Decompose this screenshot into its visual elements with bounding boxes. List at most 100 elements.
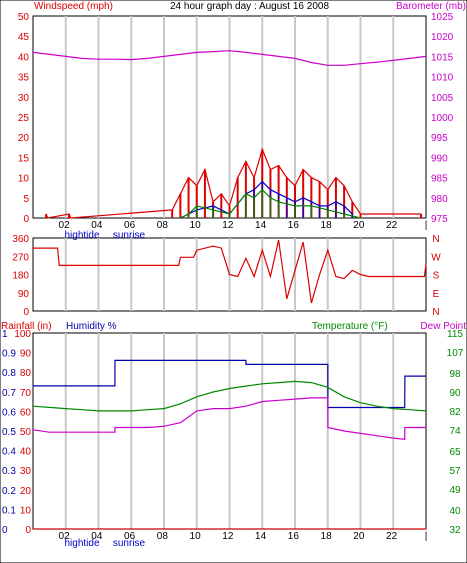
- direction-degree-label: 90: [18, 289, 30, 300]
- windspeed-axis-title: Windspeed (mph): [34, 1, 113, 12]
- baro-tick-label: 1015: [431, 52, 454, 63]
- humidity-tick-label: 30: [20, 466, 32, 477]
- humidity-tick-label: 100: [14, 329, 31, 340]
- time-tick-label: 16: [288, 220, 300, 231]
- direction-degree-label: 270: [12, 252, 29, 263]
- wind-average-line: [180, 188, 361, 219]
- wind-tick-label: 45: [18, 32, 30, 43]
- rain-tick-label: 0.1: [2, 505, 16, 516]
- baro-tick-label: 985: [431, 174, 448, 185]
- tick-labels: 02 04 06 08 10 12 14 16 18 20 22 |02 04 06 08 10 12 14 16 1…: [2, 12, 464, 542]
- humidity-tick-label: 50: [20, 427, 32, 438]
- temperature-tick-label: 98: [449, 369, 461, 380]
- baro-tick-label: 975: [431, 214, 448, 225]
- time-tick-label: 18: [321, 531, 333, 542]
- time-tick-label: 10: [190, 531, 202, 542]
- dewpoint-axis-title: Dew Point: [420, 321, 466, 332]
- hightide-marker: hightide: [64, 230, 99, 241]
- time-tick-end: |: [425, 220, 428, 231]
- direction-degree-label: 0: [23, 307, 29, 318]
- direction-letter-label: S: [433, 271, 440, 282]
- wind-tick-label: 20: [18, 133, 30, 144]
- wind-tick-label: 35: [18, 73, 30, 84]
- time-tick-label: 22: [386, 531, 398, 542]
- time-tick-label: 14: [255, 531, 267, 542]
- series-lines: [32, 50, 427, 530]
- direction-letter-label: N: [432, 307, 439, 318]
- direction-degree-label: 180: [12, 271, 29, 282]
- temperature-tick-label: 32: [449, 525, 461, 536]
- rain-tick-label: 0.2: [2, 486, 16, 497]
- sunrise-marker: sunrise: [113, 230, 146, 241]
- barometer-axis-title: Barometer (mb): [396, 1, 466, 12]
- rain-tick-label: 1: [2, 329, 8, 340]
- time-tick-label: 16: [288, 531, 300, 542]
- temperature-tick-label: 57: [449, 466, 461, 477]
- rain-tick-label: 0.5: [2, 427, 16, 438]
- temperature-tick-label: 90: [449, 388, 461, 399]
- time-tick-label: 20: [353, 220, 365, 231]
- humidity-tick-label: 40: [20, 447, 32, 458]
- gust-line: [180, 180, 353, 219]
- time-tick-label: 14: [255, 220, 267, 231]
- wind-tick-label: 25: [18, 113, 30, 124]
- direction-letter-label: N: [432, 234, 439, 245]
- baro-tick-label: 995: [431, 133, 448, 144]
- rain-tick-label: 0.8: [2, 368, 16, 379]
- rain-tick-label: 0.9: [2, 349, 16, 360]
- time-tick-end: |: [425, 531, 428, 542]
- temperature-tick-label: 49: [449, 485, 461, 496]
- baro-tick-label: 1005: [431, 93, 454, 104]
- baro-tick-label: 1020: [431, 32, 454, 43]
- grid-lines: [64, 16, 395, 529]
- temperature-tick-label: 74: [449, 426, 461, 437]
- time-tick-label: 02: [59, 220, 71, 231]
- baro-tick-label: 1025: [431, 12, 454, 23]
- temperature-tick-label: 107: [447, 348, 464, 359]
- direction-degree-label: 360: [12, 234, 29, 245]
- sunrise-marker-bottom: sunrise: [113, 538, 146, 549]
- rain-tick-label: 0.4: [2, 447, 16, 458]
- humidity-tick-label: 80: [20, 368, 32, 379]
- wind-tick-label: 0: [23, 214, 29, 225]
- windspeed-line: [45, 147, 422, 219]
- humidity-tick-label: 60: [20, 407, 32, 418]
- humidity-tick-label: 10: [20, 505, 32, 516]
- barometer-line: [32, 50, 427, 66]
- wind-direction-line: [33, 239, 427, 304]
- time-tick-label: 18: [321, 220, 333, 231]
- wind-tick-label: 50: [18, 12, 30, 23]
- rain-tick-label: 0.3: [2, 466, 16, 477]
- time-tick-label: 22: [386, 220, 398, 231]
- direction-letter-label: W: [431, 252, 441, 263]
- time-tick-label: 10: [190, 220, 202, 231]
- temperature-tick-label: 65: [449, 447, 461, 458]
- wind-tick-label: 40: [18, 52, 30, 63]
- time-tick-label: 20: [353, 531, 365, 542]
- baro-tick-label: 980: [431, 194, 448, 205]
- dew-point-line: [32, 397, 426, 440]
- wind-tick-label: 30: [18, 93, 30, 104]
- chart-title: 24 hour graph day : August 16 2008: [170, 1, 329, 12]
- wind-tick-label: 15: [18, 153, 30, 164]
- baro-tick-label: 1000: [431, 113, 454, 124]
- rain-tick-label: 0.6: [2, 407, 16, 418]
- time-tick-label: 12: [222, 531, 234, 542]
- hightide-marker-bottom: hightide: [64, 538, 99, 549]
- time-tick-label: 06: [124, 531, 136, 542]
- temperature-tick-label: 82: [449, 407, 461, 418]
- temperature-line: [32, 380, 427, 412]
- time-tick-label: 06: [124, 220, 136, 231]
- baro-tick-label: 1010: [431, 73, 454, 84]
- time-tick-label: 08: [157, 220, 169, 231]
- temperature-axis-title: Temperature (°F): [312, 321, 388, 332]
- temperature-tick-label: 40: [449, 506, 461, 517]
- baro-tick-label: 990: [431, 153, 448, 164]
- time-tick-label: 02: [59, 531, 71, 542]
- humidity-line: [33, 359, 426, 409]
- humidity-tick-label: 0: [25, 525, 31, 536]
- rain-tick-label: 0.7: [2, 388, 16, 399]
- time-tick-label: 04: [91, 220, 103, 231]
